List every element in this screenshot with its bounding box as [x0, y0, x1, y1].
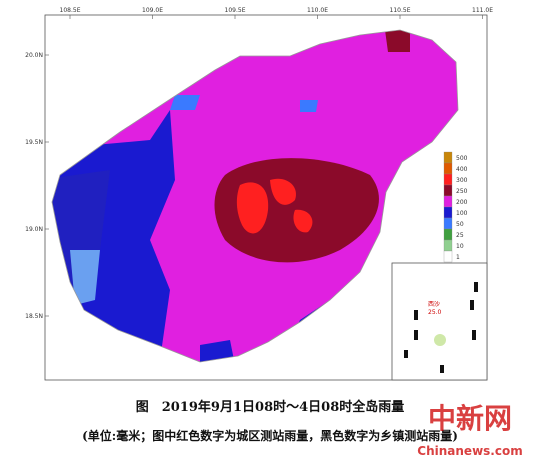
- legend-swatch: [443, 250, 453, 263]
- top-axis: 108.5E 109.0E 109.5E 110.0E 110.5E 111.0E: [60, 7, 493, 19]
- legend-label: 50: [456, 221, 464, 228]
- legend-label: 1: [456, 254, 460, 261]
- top-tick-label: 110.5E: [390, 7, 411, 14]
- left-axis: 20.0N 19.5N 19.0N 18.5N: [25, 52, 49, 320]
- legend-label: 25: [456, 232, 464, 239]
- legend-label: 100: [456, 210, 468, 217]
- top-tick-label: 110.0E: [307, 7, 328, 14]
- legend-swatch: [443, 184, 453, 197]
- left-tick-label: 19.5N: [25, 139, 43, 146]
- top-tick-label: 109.0E: [142, 7, 163, 14]
- watermark-site: Chinanews.com: [417, 444, 522, 458]
- legend-swatch: [443, 151, 453, 164]
- legend-swatch: [443, 228, 453, 241]
- legend-swatch: [443, 206, 453, 219]
- legend-swatch: [443, 195, 453, 208]
- legend-label: 300: [456, 177, 468, 184]
- left-tick-label: 19.0N: [25, 226, 43, 233]
- left-tick-label: 20.0N: [25, 52, 43, 59]
- watermark-logo: 中新网: [428, 402, 512, 435]
- legend-label: 500: [456, 155, 468, 162]
- legend-swatch: [443, 162, 453, 175]
- legend-label: 250: [456, 188, 468, 195]
- legend: 500 400 300 250 200 100 50 25 10 1: [443, 151, 468, 263]
- legend-label: 400: [456, 166, 468, 173]
- legend-swatch: [443, 239, 453, 252]
- top-tick-label: 108.5E: [60, 7, 81, 14]
- inset-frame: [391, 262, 488, 381]
- caption-title: 图 2019年9月1日08时～4日08时全岛雨量: [136, 399, 405, 415]
- legend-swatch: [443, 217, 453, 230]
- coastline: [51, 29, 459, 363]
- left-tick-label: 18.5N: [25, 313, 43, 320]
- legend-label: 200: [456, 199, 468, 206]
- inset-label: 西沙: [428, 301, 440, 308]
- top-tick-label: 111.0E: [472, 7, 493, 14]
- caption-note: (单位:毫米；图中红色数字为城区测站雨量，黑色数字为乡镇测站雨量): [82, 428, 458, 443]
- legend-swatch: [443, 173, 453, 186]
- inset-islands: [434, 334, 446, 346]
- legend-label: 10: [456, 243, 464, 250]
- inset-value: 25.0: [428, 309, 442, 316]
- inset-marks: [404, 282, 478, 373]
- top-tick-label: 109.5E: [225, 7, 246, 14]
